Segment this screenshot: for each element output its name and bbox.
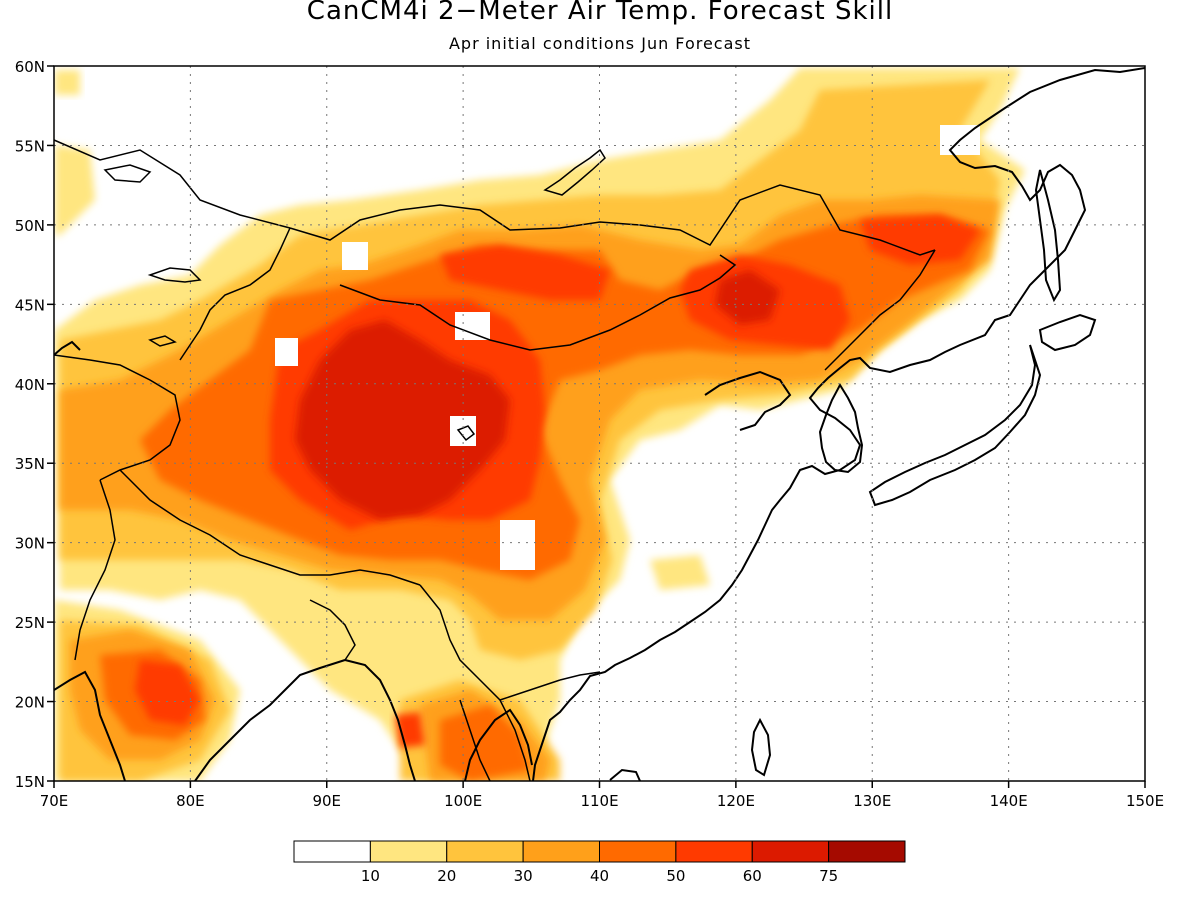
lon-tick-label: 110E [580, 792, 618, 810]
lat-tick-label: 35N [15, 455, 45, 473]
axis-ticks: 70E 80E 90E 100E 110E 120E 130E 140E 150E 60N 55N 5… [15, 58, 1164, 810]
border-china-mongolia [339, 254, 737, 351]
skill-contour-13 [440, 705, 530, 781]
border-laos [499, 699, 531, 781]
coastline-caspian [54, 340, 81, 356]
colorbar-label: 50 [666, 867, 685, 885]
skill-contour-21 [715, 270, 780, 325]
colorbar-swatch [599, 840, 677, 863]
border-china-vietnam [559, 671, 601, 681]
border-kazakhstan [54, 139, 291, 229]
lat-tick-label: 25N [15, 614, 45, 632]
colorbar-swatch [828, 840, 906, 863]
border-india-nepal-china [119, 469, 421, 586]
lat-tick-label: 20N [15, 694, 45, 712]
lat-tick-label: 30N [15, 535, 45, 553]
colorbar-label: 60 [743, 867, 762, 885]
skill-field [55, 68, 1025, 781]
coastline-japan [868, 344, 1042, 507]
border-russia-china-ne [824, 249, 936, 371]
skill-contour-2 [55, 70, 80, 95]
chart-title: CanCM4i 2−Meter Air Temp. Forecast Skill [306, 0, 894, 26]
colorbar-swatch [293, 840, 371, 863]
lake-balkhash [147, 267, 202, 283]
colorbar-label: 75 [819, 867, 838, 885]
colorbar-label: 20 [437, 867, 456, 885]
border-myanmar-china [419, 584, 561, 701]
colorbar-swatch [522, 840, 600, 863]
chart-subtitle: Apr initial conditions Jun Forecast [448, 34, 752, 53]
colorbar-swatch [751, 840, 830, 863]
lat-tick-label: 15N [15, 773, 45, 791]
border-india-pakistan [74, 479, 116, 661]
coastline-taiwan [750, 717, 772, 777]
border-indochina [459, 699, 491, 781]
coastline-india [54, 670, 126, 781]
border-kazakh-china [179, 227, 291, 361]
coastline-myanmar [344, 659, 416, 781]
skill-contour-17 [860, 215, 980, 265]
lon-tick-label: 70E [40, 792, 69, 810]
border-central-asia [54, 354, 181, 481]
coastline-sakhalin [1034, 169, 1062, 303]
coastline-hokkaido [1038, 313, 1097, 352]
colorbar-swatch [675, 840, 753, 863]
masked-cell-4 [500, 520, 535, 570]
skill-contour-20 [295, 320, 510, 520]
lon-tick-label: 120E [717, 792, 755, 810]
skill-contour-15 [440, 245, 610, 300]
skill-contour-3 [55, 145, 95, 235]
colorbar-label: 10 [361, 867, 380, 885]
coastline-asia [532, 67, 1145, 781]
coastline-india-east [194, 659, 346, 781]
lon-tick-label: 140E [990, 792, 1028, 810]
lon-tick-label: 130E [853, 792, 891, 810]
masked-cell-1 [342, 242, 368, 270]
masked-cell-3 [455, 312, 490, 340]
coastline-hainan [609, 768, 641, 781]
coastline-indochina [464, 708, 533, 781]
lake-baikal [543, 148, 606, 196]
colorbar-swatch [369, 840, 448, 863]
lat-tick-label: 60N [15, 58, 45, 76]
skill-contour-4 [650, 555, 710, 590]
skill-contour-18 [135, 660, 200, 725]
lake-aral [103, 164, 152, 183]
coastline-bohai [704, 370, 792, 431]
coastline-korea [818, 382, 864, 474]
colorbar: 10 20 30 40 50 60 75 [293, 840, 906, 885]
lat-tick-label: 40N [15, 376, 45, 394]
colorbar-label: 40 [590, 867, 609, 885]
lon-tick-label: 90E [312, 792, 341, 810]
lat-tick-label: 55N [15, 137, 45, 155]
lon-tick-label: 100E [444, 792, 482, 810]
graticule [54, 66, 1145, 781]
lon-tick-label: 150E [1126, 792, 1164, 810]
lat-tick-label: 50N [15, 217, 45, 235]
colorbar-swatch [446, 840, 524, 863]
skill-contour-19 [395, 712, 425, 748]
masked-cell-0 [275, 338, 298, 366]
colorbar-label: 30 [514, 867, 533, 885]
lake-qinghai [456, 425, 476, 442]
border-bangladesh [309, 599, 356, 661]
lake-issyk [148, 335, 177, 347]
lat-tick-label: 45N [15, 296, 45, 314]
lon-tick-label: 80E [176, 792, 205, 810]
